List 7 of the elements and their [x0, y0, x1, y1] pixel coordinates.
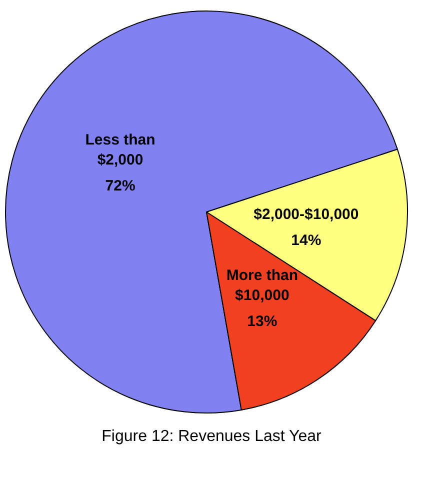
text: Figure 12: Revenues Last Year: [100, 428, 322, 446]
slice-label: $2,000-$10,000: [254, 206, 359, 223]
data-label: 72%: [105, 178, 136, 195]
data-label: 14%: [291, 232, 322, 249]
data-label: 13%: [247, 312, 278, 330]
slice-label: More than $10,000: [226, 266, 298, 304]
slice-label: Less than $2,000: [85, 132, 156, 169]
